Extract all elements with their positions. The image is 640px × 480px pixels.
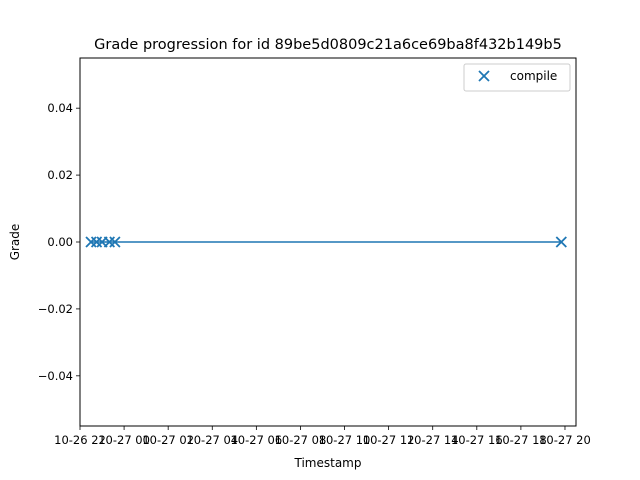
- x-axis-label: Timestamp: [294, 456, 362, 470]
- x-tick-label: 10-27 20: [539, 433, 591, 447]
- y-ticks: −0.04 −0.02 0.00 0.02 0.04: [38, 101, 80, 383]
- legend: compile: [463, 63, 571, 92]
- data-point-stroke: [555, 236, 567, 248]
- x-tick-label: 10-27 00: [98, 433, 150, 447]
- data-point-stroke: [109, 236, 121, 248]
- chart-title: Grade progression for id 89be5d0809c21a6…: [94, 37, 562, 53]
- x-tick-label: 10-27 14: [407, 433, 459, 447]
- plot-series: [85, 236, 567, 248]
- x-tick-label: 10-27 02: [142, 433, 194, 447]
- y-axis-label: Grade: [8, 224, 22, 261]
- plot-frame: [79, 57, 577, 427]
- x-tick-label: 10-27 18: [495, 433, 547, 447]
- y-tick-label: −0.02: [38, 302, 73, 316]
- y-tick-label: −0.04: [38, 369, 73, 383]
- x-tick-label: 10-27 08: [275, 433, 327, 447]
- x-tick-label: 10-27 12: [363, 433, 415, 447]
- legend-marker-compile: [478, 70, 490, 82]
- x-tick-label: 10-27 10: [319, 433, 371, 447]
- x-tick-label: 10-27 06: [230, 433, 282, 447]
- y-tick-label: 0.00: [47, 235, 73, 249]
- y-tick-label: 0.04: [47, 101, 73, 115]
- data-point: [555, 236, 567, 248]
- x-tick-label: 10-26 22: [54, 433, 106, 447]
- legend-label-compile: compile: [510, 69, 557, 83]
- data-point: [109, 236, 121, 248]
- x-tick-label: 10-27 16: [451, 433, 503, 447]
- y-tick-label: 0.02: [47, 168, 73, 182]
- legend-box: [463, 63, 571, 92]
- x-tick-label: 10-27 04: [186, 433, 238, 447]
- legend-marker-stroke: [478, 70, 490, 82]
